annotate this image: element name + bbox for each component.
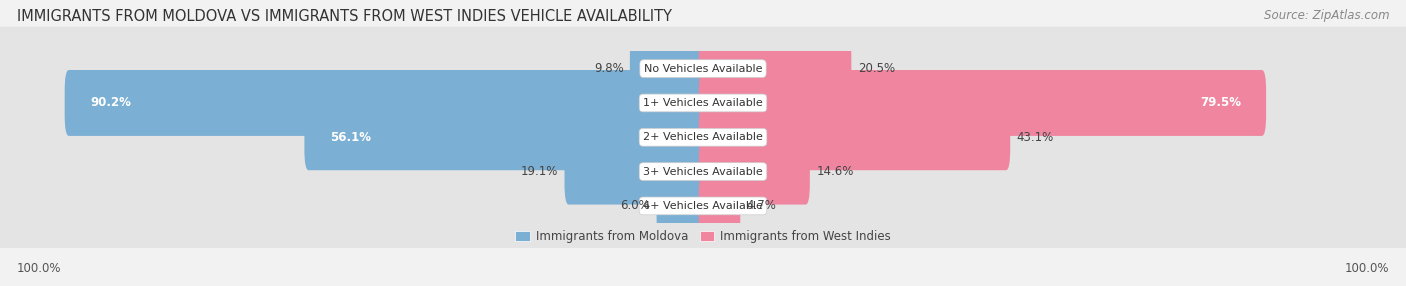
Text: 20.5%: 20.5%: [858, 62, 894, 75]
Text: 14.6%: 14.6%: [815, 165, 853, 178]
FancyBboxPatch shape: [699, 139, 810, 204]
Text: 2+ Vehicles Available: 2+ Vehicles Available: [643, 132, 763, 142]
FancyBboxPatch shape: [630, 36, 707, 102]
Text: 4.7%: 4.7%: [747, 199, 776, 212]
Text: 100.0%: 100.0%: [1344, 262, 1389, 275]
FancyBboxPatch shape: [699, 70, 1267, 136]
FancyBboxPatch shape: [699, 36, 852, 102]
FancyBboxPatch shape: [304, 104, 707, 170]
Text: 79.5%: 79.5%: [1199, 96, 1241, 110]
Text: IMMIGRANTS FROM MOLDOVA VS IMMIGRANTS FROM WEST INDIES VEHICLE AVAILABILITY: IMMIGRANTS FROM MOLDOVA VS IMMIGRANTS FR…: [17, 9, 672, 23]
FancyBboxPatch shape: [65, 70, 707, 136]
FancyBboxPatch shape: [0, 27, 1406, 111]
Text: 56.1%: 56.1%: [329, 131, 371, 144]
FancyBboxPatch shape: [699, 104, 1010, 170]
FancyBboxPatch shape: [0, 61, 1406, 145]
Text: 4+ Vehicles Available: 4+ Vehicles Available: [643, 201, 763, 211]
Text: 100.0%: 100.0%: [17, 262, 62, 275]
Text: 43.1%: 43.1%: [1017, 131, 1053, 144]
Text: No Vehicles Available: No Vehicles Available: [644, 64, 762, 74]
Text: 3+ Vehicles Available: 3+ Vehicles Available: [643, 167, 763, 176]
FancyBboxPatch shape: [565, 139, 707, 204]
Text: Source: ZipAtlas.com: Source: ZipAtlas.com: [1264, 9, 1389, 21]
Legend: Immigrants from Moldova, Immigrants from West Indies: Immigrants from Moldova, Immigrants from…: [510, 226, 896, 248]
FancyBboxPatch shape: [0, 130, 1406, 214]
FancyBboxPatch shape: [657, 173, 707, 239]
Text: 19.1%: 19.1%: [520, 165, 558, 178]
Text: 90.2%: 90.2%: [90, 96, 131, 110]
Text: 6.0%: 6.0%: [620, 199, 650, 212]
FancyBboxPatch shape: [0, 164, 1406, 248]
FancyBboxPatch shape: [0, 95, 1406, 179]
Text: 1+ Vehicles Available: 1+ Vehicles Available: [643, 98, 763, 108]
Text: 9.8%: 9.8%: [593, 62, 624, 75]
FancyBboxPatch shape: [699, 173, 741, 239]
